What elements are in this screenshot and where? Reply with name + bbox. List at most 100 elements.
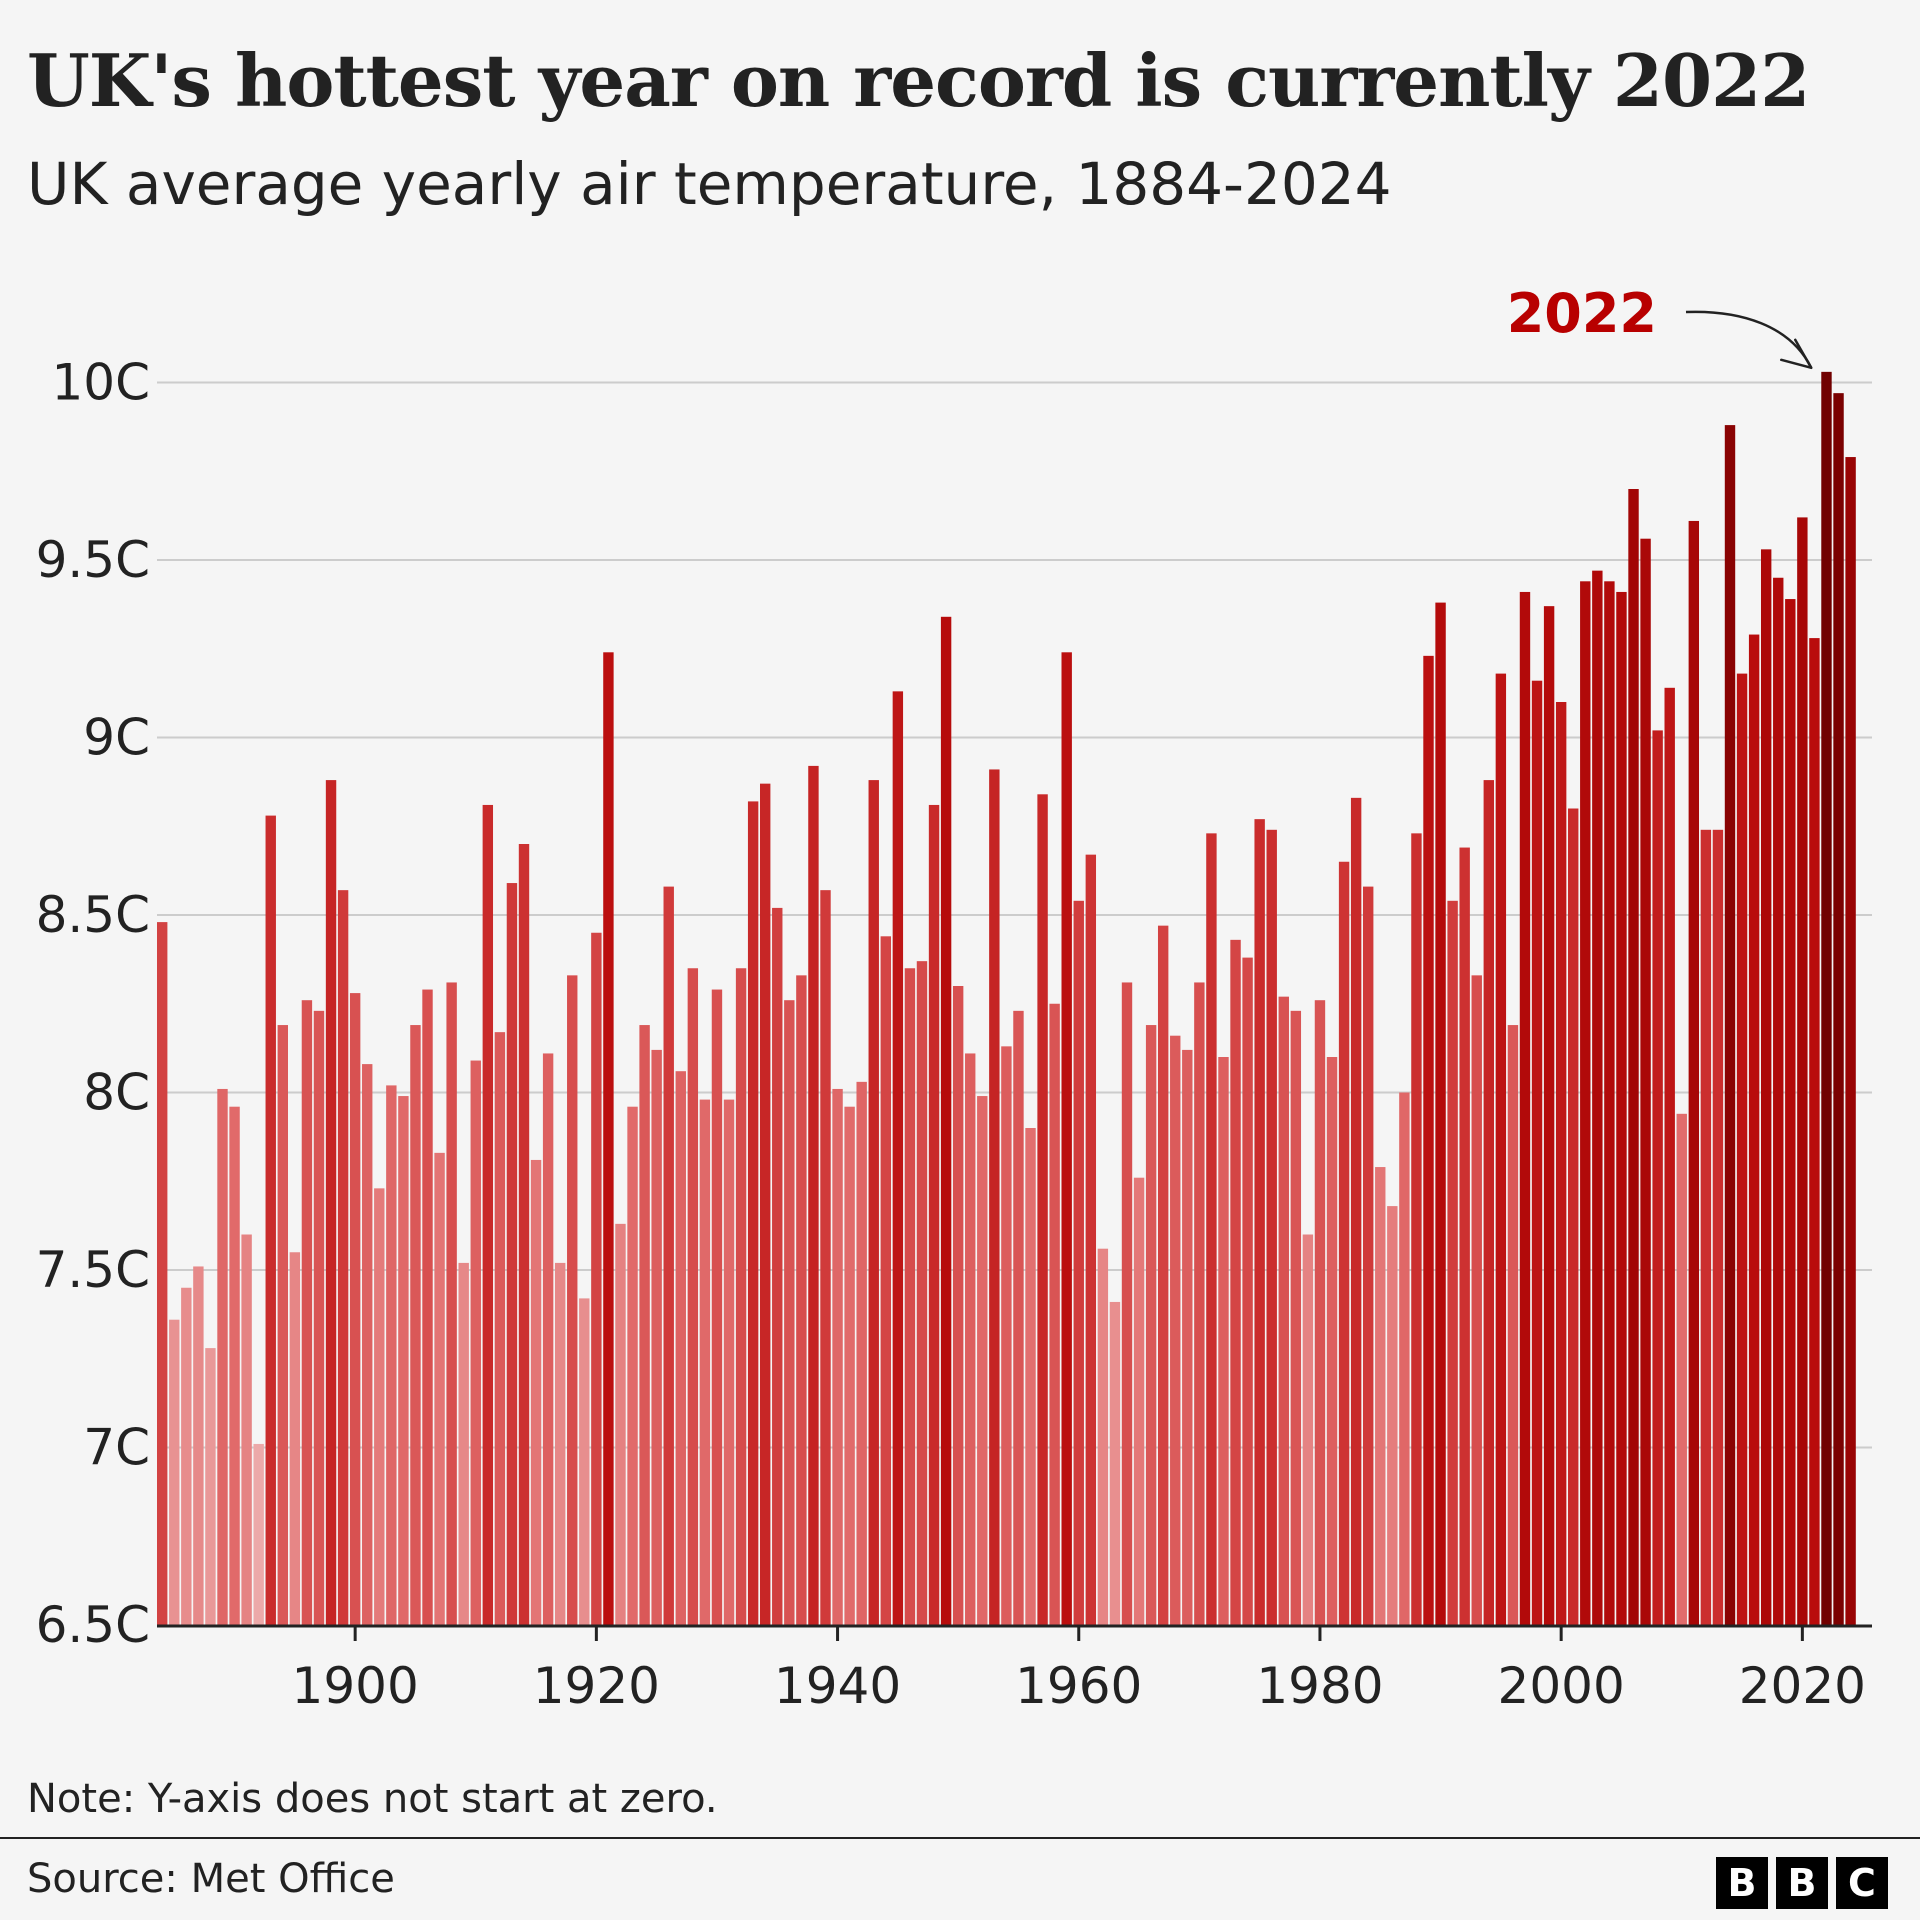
bar-1964 [1121,982,1133,1625]
bar-1895 [289,1252,301,1625]
bar-1959 [1061,652,1072,1625]
bar-1909 [458,1262,469,1625]
bar-1957 [1037,794,1048,1625]
bar-1910 [470,1060,481,1625]
x-tick-label: 2020 [1739,1657,1866,1715]
bar-1947 [916,961,928,1625]
bar-1986 [1387,1206,1398,1625]
bar-1952 [977,1096,988,1625]
bar-2000 [1555,702,1567,1625]
bar-1992 [1459,847,1470,1625]
bar-1950 [952,986,964,1625]
bar-1887 [193,1266,204,1625]
bar-1971 [1206,833,1217,1625]
bar-1912 [494,1032,506,1625]
bar-1924 [639,1025,650,1625]
bar-1939 [820,890,831,1625]
bar-2015 [1736,673,1748,1625]
bar-2014 [1724,425,1736,1626]
y-axis-labels: 6.5C 7C 7.5C 8C 8.5C 9C 9.5C 10C [36,354,150,1655]
x-tick-label: 1980 [1256,1657,1383,1715]
bar-1991 [1447,900,1458,1625]
bar-2024 [1845,457,1856,1625]
bar-2001 [1568,808,1579,1625]
bar-1944 [880,936,891,1625]
bar-1892 [253,1443,264,1625]
bar-1885 [169,1319,180,1625]
bar-1891 [241,1234,252,1625]
bar-1994 [1483,780,1494,1625]
bar-1894 [277,1025,288,1625]
bar-1983 [1350,797,1362,1625]
bar-1980 [1314,1000,1326,1625]
bar-1998 [1531,680,1543,1625]
bar-1906 [422,989,433,1625]
bar-1898 [325,780,337,1625]
bar-2006 [1628,489,1639,1625]
bar-2002 [1580,581,1591,1625]
bar-1889 [217,1088,228,1625]
bar-1904 [398,1096,409,1625]
bar-1911 [482,804,494,1625]
bar-1967 [1157,925,1169,1625]
bar-1886 [181,1287,192,1625]
bar-1899 [337,890,349,1625]
bar-1933 [747,801,759,1625]
bar-1926 [663,886,674,1625]
bar-2021 [1809,638,1820,1625]
bar-1979 [1302,1234,1314,1625]
y-tick-label: 8.5C [36,886,150,944]
bar-1925 [651,1049,662,1625]
bar-1920 [591,932,602,1625]
bar-1963 [1109,1301,1121,1625]
bar-2017 [1760,549,1772,1625]
bar-1989 [1423,655,1434,1625]
bar-1962 [1097,1248,1109,1625]
bar-1946 [904,968,916,1625]
bbc-logo-letter: B [1716,1857,1768,1909]
bar-2012 [1700,829,1712,1625]
bar-1890 [229,1106,240,1625]
chart-title: UK's hottest year on record is currently… [27,38,1810,123]
bar-1931 [723,1099,735,1625]
bar-1905 [410,1025,421,1625]
bar-1884 [157,922,168,1625]
bar-1921 [603,652,614,1625]
bar-1900 [349,993,361,1625]
bar-1995 [1495,673,1507,1625]
bar-1955 [1013,1010,1024,1625]
bar-2004 [1604,581,1615,1625]
x-tick-label: 1920 [533,1657,660,1715]
x-tick-label: 1960 [1015,1657,1142,1715]
bar-2016 [1748,634,1760,1625]
bar-1893 [265,815,276,1625]
bar-1985 [1375,1167,1386,1625]
annotation-arrow [1685,310,1813,369]
x-tick-label: 1940 [774,1657,901,1715]
bar-1974 [1242,957,1253,1625]
bar-1942 [856,1081,867,1625]
bar-1961 [1085,854,1097,1625]
bar-1965 [1133,1177,1145,1625]
bar-1978 [1290,1010,1302,1625]
bar-2003 [1592,570,1603,1625]
bar-1919 [579,1298,590,1625]
bar-1949 [940,616,952,1625]
bar-1937 [796,975,807,1625]
bar-2008 [1652,730,1663,1625]
x-tick-label: 1900 [292,1657,419,1715]
bar-1968 [1170,1035,1181,1625]
bars-group [157,371,1856,1626]
bar-1973 [1230,939,1241,1625]
bar-1922 [615,1223,626,1625]
bar-1966 [1145,1025,1157,1625]
axis-note: Note: Y-axis does not start at zero. [27,1776,718,1822]
bar-1975 [1254,819,1265,1625]
bar-1987 [1399,1092,1410,1625]
bar-2013 [1712,829,1724,1625]
bar-1999 [1543,606,1555,1625]
bar-2005 [1616,591,1627,1626]
bar-1915 [530,1159,542,1625]
bar-1923 [627,1106,638,1625]
